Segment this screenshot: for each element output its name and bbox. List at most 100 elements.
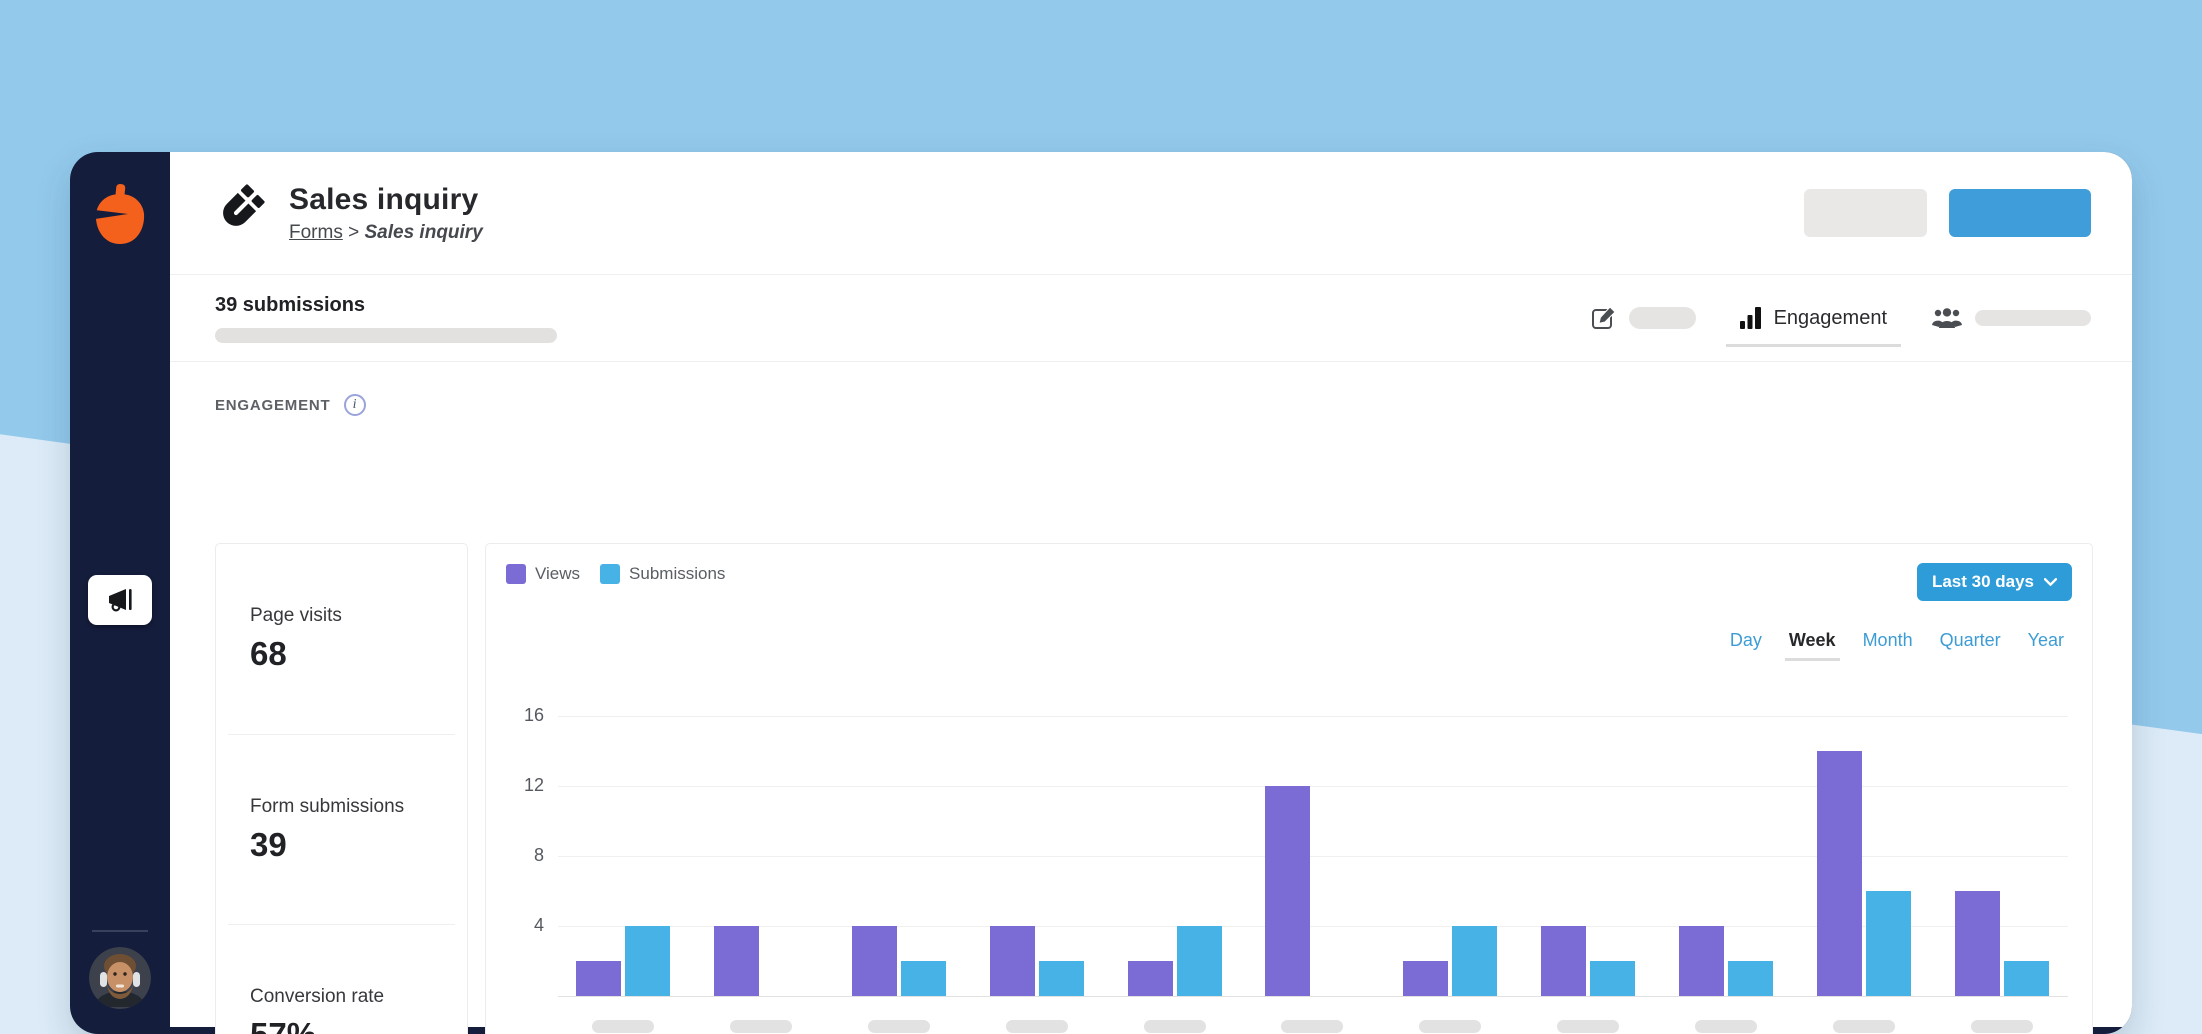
- submissions-bar: [900, 961, 946, 996]
- x-tick-slot: [1265, 1020, 1359, 1033]
- stat-label: Conversion rate: [250, 986, 385, 1008]
- breadcrumb-current: Sales inquiry: [364, 221, 483, 243]
- chart-card: Views Submissions Last 30 days Day Week Mon…: [485, 543, 2093, 1034]
- magnet-icon: [205, 182, 267, 244]
- submissions-bar: [1590, 961, 1636, 996]
- legend-swatch: [506, 564, 526, 584]
- stat-block-form-submissions: Form submissions 39: [228, 733, 455, 925]
- date-range-label: Last 30 days: [1931, 572, 2034, 591]
- x-tick-slot: [1128, 1020, 1222, 1033]
- stat-block-page-visits: Page visits 68: [216, 544, 467, 734]
- secondary-action-button[interactable]: [1804, 189, 1927, 237]
- submissions-bar: [625, 926, 670, 996]
- bar-group-6: [1265, 716, 1359, 996]
- stat-value: 39: [250, 825, 287, 863]
- x-tick-skeleton: [1005, 1020, 1068, 1033]
- x-tick-slot: [1541, 1020, 1635, 1033]
- info-icon[interactable]: i: [343, 394, 366, 416]
- x-tick-skeleton: [1695, 1020, 1758, 1033]
- views-bar: [989, 926, 1035, 996]
- bar-chart-icon: [1739, 307, 1761, 329]
- period-tab-day[interactable]: Day: [1729, 630, 1762, 650]
- views-bar: [1127, 961, 1173, 996]
- submissions-bar: [1728, 961, 1774, 996]
- sidebar: [70, 152, 170, 1034]
- bar-group-2: [713, 716, 808, 996]
- x-tick-slot: [576, 1020, 670, 1033]
- app-window: Sales inquiry Forms > Sales inquiry 39 s…: [70, 152, 2132, 1034]
- breadcrumb-forms-link[interactable]: Forms: [289, 221, 343, 243]
- tab-edit[interactable]: [1591, 305, 1696, 331]
- x-tick-skeleton: [1419, 1020, 1482, 1033]
- submissions-progress-skeleton: [215, 327, 557, 343]
- view-tabs: Engagement: [1591, 305, 2091, 347]
- x-tick-slot: [990, 1020, 1084, 1033]
- bar-group-11: [1954, 716, 2049, 996]
- x-tick-slot: [1817, 1020, 1911, 1033]
- legend-item-submissions: Submissions: [600, 564, 725, 584]
- tab-engagement[interactable]: Engagement: [1725, 306, 1902, 347]
- tab-audience[interactable]: [1931, 307, 2091, 329]
- x-tick-skeleton: [867, 1020, 930, 1033]
- y-tick-label: 12: [523, 775, 544, 795]
- megaphone-icon: [109, 589, 132, 612]
- breadcrumb-separator: >: [348, 221, 360, 243]
- x-tick-slot: [1679, 1020, 1773, 1033]
- chevron-down-icon: [2044, 577, 2057, 586]
- bar-group-3: [851, 716, 946, 996]
- acorn-logo-icon[interactable]: [87, 182, 153, 258]
- views-bar: [1403, 961, 1449, 996]
- stats-card: Page visits 68 Form submissions 39 Conversio…: [215, 543, 468, 1034]
- breadcrumb: Forms > Sales inquiry: [289, 222, 483, 244]
- stat-label: Form submissions: [250, 795, 405, 817]
- bar-group-8: [1541, 716, 1636, 996]
- views-bar: [851, 926, 897, 996]
- submissions-bar: 39 submissions: [170, 275, 2132, 362]
- main-content: Sales inquiry Forms > Sales inquiry 39 s…: [170, 152, 2132, 1034]
- views-bar: [1679, 926, 1725, 996]
- y-tick-label: 8: [533, 845, 544, 865]
- views-bar: [1817, 751, 1863, 996]
- title-block: Sales inquiry Forms > Sales inquiry: [289, 183, 483, 244]
- period-tab-quarter[interactable]: Quarter: [1939, 630, 2001, 650]
- legend-swatch: [600, 564, 621, 584]
- chart-legend: Views Submissions: [506, 564, 725, 584]
- page-title: Sales inquiry: [289, 182, 479, 216]
- tab-engagement-label: Engagement: [1773, 306, 1887, 329]
- y-tick-label: 16: [523, 705, 544, 725]
- stat-block-conversion-rate: Conversion rate 57%: [228, 924, 455, 1034]
- submissions-bar: [1452, 926, 1498, 996]
- engagement-section-header: ENGAGEMENT i: [170, 362, 2132, 416]
- x-tick-skeleton: [1281, 1020, 1344, 1033]
- stat-value: 57%: [250, 1016, 433, 1034]
- bar-groups: [576, 716, 2049, 996]
- x-tick-slot: [714, 1020, 808, 1033]
- submissions-bar: [1038, 961, 1084, 996]
- gridline-y4: [558, 926, 2068, 927]
- x-tick-skeleton: [729, 1020, 792, 1033]
- period-tab-month[interactable]: Month: [1862, 630, 1913, 650]
- gridline-y12: [558, 786, 2068, 787]
- primary-action-button[interactable]: [1949, 189, 2091, 237]
- engagement-main: Page visits 68 Form submissions 39 Conversio…: [170, 416, 2132, 1034]
- x-tick-skeleton: [1557, 1020, 1620, 1033]
- x-tick-slot: [1955, 1020, 2049, 1033]
- submissions-count: 39 submissions: [215, 293, 366, 316]
- period-tab-year[interactable]: Year: [2027, 630, 2064, 650]
- x-tick-skeleton: [1143, 1020, 1206, 1033]
- period-tab-week[interactable]: Week: [1784, 630, 1840, 661]
- gridline-y8: [558, 856, 2068, 857]
- legend-label: Submissions: [629, 564, 726, 583]
- x-axis-baseline: [558, 996, 2068, 997]
- user-avatar[interactable]: [89, 947, 151, 1009]
- views-bar: [1265, 786, 1311, 996]
- bar-group-9: [1679, 716, 1774, 996]
- submissions-bar: [1866, 891, 1912, 996]
- y-tick-label: 4: [533, 915, 544, 935]
- megaphone-nav-button[interactable]: [88, 575, 152, 625]
- x-tick-skeleton: [592, 1020, 654, 1033]
- stat-value: 68: [250, 634, 287, 672]
- period-tabs: Day Week Month Quarter Year: [1729, 630, 2064, 661]
- views-bar: [576, 961, 621, 996]
- date-range-button[interactable]: Last 30 days: [1916, 563, 2072, 601]
